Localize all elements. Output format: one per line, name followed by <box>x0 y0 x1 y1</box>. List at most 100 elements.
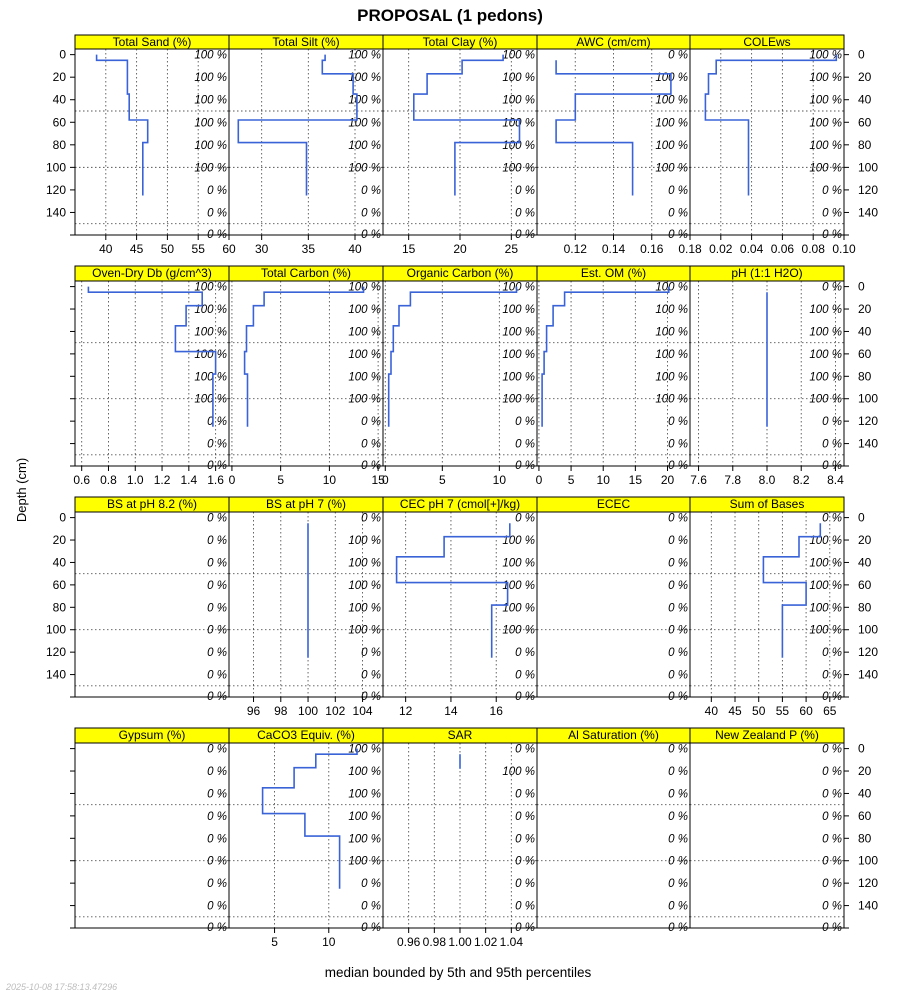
x-tick-label: 0.02 <box>709 242 733 256</box>
x-tick-label: 1.2 <box>154 473 171 487</box>
percent-label: 0 % <box>207 513 227 525</box>
panel-1: Total Sand (%)100 %100 %100 %100 %100 %1… <box>74 34 236 256</box>
percent-label: 100 % <box>809 50 842 62</box>
depth-tick-label-right: 140 <box>858 205 878 219</box>
percent-label: 0 % <box>668 207 688 219</box>
x-tick-label: 5 <box>277 473 284 487</box>
percent-label: 0 % <box>822 811 842 823</box>
percent-label: 0 % <box>515 856 535 868</box>
percent-label: 100 % <box>348 766 381 778</box>
x-tick-label: 1.6 <box>207 473 224 487</box>
percent-label: 0 % <box>207 788 227 800</box>
x-tick-label: 1.02 <box>474 935 498 949</box>
panel-2: Total Silt (%) 100 % 100 % 100 % 100 % 100 % 1… <box>228 34 384 256</box>
percent-label: 100 % <box>502 371 535 383</box>
percent-label: 0 % <box>361 185 381 197</box>
panel-19: Al Saturation (%) 0 % 0 % 0 % 0 % 0 % 0 % 0 % 0 … <box>536 727 691 934</box>
percent-label: 0 % <box>822 185 842 197</box>
percent-label: 0 % <box>207 535 227 547</box>
percent-label: 0 % <box>668 625 688 637</box>
percent-label: 0 % <box>207 557 227 569</box>
percent-label: 100 % <box>348 811 381 823</box>
percent-label: 100 % <box>809 140 842 152</box>
percent-label: 0 % <box>207 416 227 428</box>
percent-label: 100 % <box>194 371 227 383</box>
percent-label: 0 % <box>515 416 535 428</box>
percent-label: 100 % <box>655 282 688 294</box>
percent-label: 0 % <box>207 833 227 845</box>
percent-label: 0 % <box>207 901 227 913</box>
x-tick-label: 8.4 <box>827 473 844 487</box>
percent-label: 100 % <box>348 788 381 800</box>
x-tick-label: 30 <box>255 242 269 256</box>
percent-label: 100 % <box>348 117 381 129</box>
percent-label: 0 % <box>822 670 842 682</box>
panel-title: Total Silt (%) <box>272 35 339 49</box>
depth-tick-label-right: 80 <box>858 600 872 614</box>
percent-label: 0 % <box>668 535 688 547</box>
panel-title: BS at pH 8.2 (%) <box>107 497 197 511</box>
panel-title: Organic Carbon (%) <box>407 266 514 280</box>
percent-label: 0 % <box>361 878 381 890</box>
series-line <box>412 54 521 196</box>
panel-frame <box>74 511 230 698</box>
percent-label: 100 % <box>655 162 688 174</box>
percent-label: 100 % <box>502 602 535 614</box>
percent-label: 0 % <box>361 207 381 219</box>
percent-label: 100 % <box>194 326 227 338</box>
percent-label: 100 % <box>348 140 381 152</box>
percent-label: 100 % <box>502 580 535 592</box>
depth-tick-label-right: 120 <box>858 183 878 197</box>
series-line <box>762 523 822 658</box>
x-tick-label: 8.2 <box>793 473 810 487</box>
percent-label: 100 % <box>348 856 381 868</box>
x-tick-label: 0.06 <box>771 242 795 256</box>
x-tick-label: 7.8 <box>724 473 741 487</box>
x-tick-label: 40 <box>348 242 362 256</box>
x-tick-label: 50 <box>752 704 766 718</box>
percent-label: 100 % <box>348 326 381 338</box>
depth-tick-label: 40 <box>53 555 67 569</box>
depth-tick-label: 60 <box>53 578 67 592</box>
percent-label: 100 % <box>502 535 535 547</box>
depth-tick-label-right: 120 <box>858 876 878 890</box>
percent-label: 100 % <box>348 95 381 107</box>
percent-label: 0 % <box>207 670 227 682</box>
percent-label: 100 % <box>502 625 535 637</box>
depth-tick-label-right: 140 <box>858 668 878 682</box>
percent-label: 0 % <box>207 856 227 868</box>
panel-frame <box>689 48 845 236</box>
panel-4: AWC (cm/cm)0 %100 %100 %100 %100 %100 %0… <box>536 34 702 256</box>
percent-label: 100 % <box>502 162 535 174</box>
percent-label: 100 % <box>502 72 535 84</box>
panel-title: New Zealand P (%) <box>715 728 819 742</box>
panel-11: BS at pH 8.2 (%) 0 % 0 % 0 % 0 % 0 % 0 % 0 % 0 %… <box>74 496 230 703</box>
panel-title: CEC pH 7 (cmol[+]/kg) <box>400 497 520 511</box>
x-tick-label: 65 <box>823 704 837 718</box>
panel-10: pH (1:1 H2O) 0 % 100 % 100 % 100 % 100 % 100 %… <box>689 265 845 487</box>
percent-label: 100 % <box>348 72 381 84</box>
depth-tick-label-right: 60 <box>858 578 872 592</box>
depth-tick-label: 0 <box>59 48 66 62</box>
percent-label: 0 % <box>668 416 688 428</box>
percent-label: 100 % <box>502 557 535 569</box>
percent-label: 0 % <box>668 647 688 659</box>
depth-tick-label: 20 <box>53 533 67 547</box>
percent-label: 100 % <box>809 72 842 84</box>
percent-label: 0 % <box>515 811 535 823</box>
percent-label: 0 % <box>668 602 688 614</box>
x-tick-label: 0.6 <box>73 473 90 487</box>
x-tick-label: 0.18 <box>678 242 702 256</box>
percent-label: 0 % <box>668 185 688 197</box>
panel-title: Est. OM (%) <box>581 266 646 280</box>
percent-label: 0 % <box>207 580 227 592</box>
depth-tick-label-right: 20 <box>858 302 872 316</box>
panel-frame <box>689 511 845 698</box>
percent-label: 0 % <box>207 602 227 614</box>
x-tick-label: 15 <box>629 473 643 487</box>
percent-label: 100 % <box>194 117 227 129</box>
percent-label: 100 % <box>348 371 381 383</box>
panel-20: New Zealand P (%)0 %0 %0 %0 %0 %0 %0 %0 … <box>689 727 845 934</box>
percent-label: 100 % <box>348 162 381 174</box>
